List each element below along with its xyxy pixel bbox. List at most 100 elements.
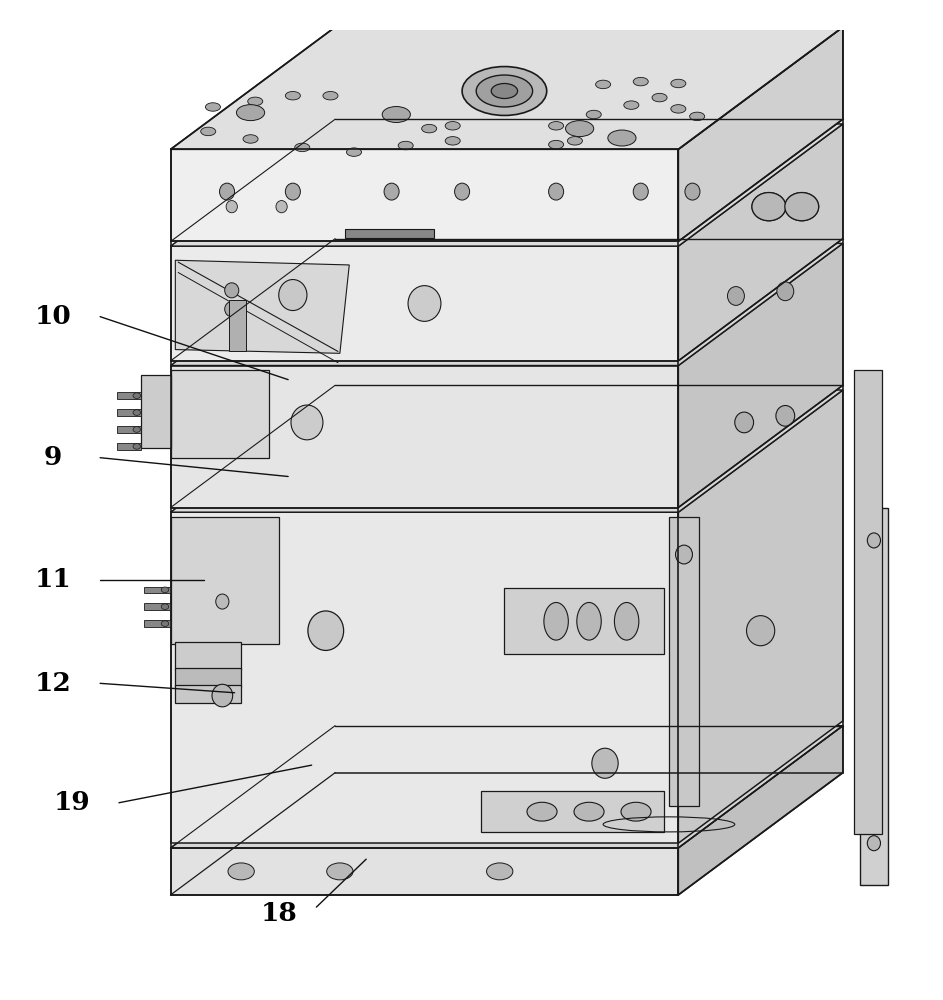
Ellipse shape: [574, 802, 604, 821]
Ellipse shape: [621, 802, 651, 821]
Ellipse shape: [384, 183, 399, 200]
Polygon shape: [175, 685, 241, 703]
Ellipse shape: [868, 836, 881, 851]
Text: 9: 9: [44, 445, 62, 470]
Ellipse shape: [422, 124, 437, 133]
Ellipse shape: [408, 286, 441, 321]
Polygon shape: [505, 588, 664, 654]
Polygon shape: [481, 791, 664, 832]
Ellipse shape: [276, 201, 288, 213]
Ellipse shape: [224, 302, 239, 317]
Ellipse shape: [161, 587, 169, 593]
Ellipse shape: [566, 121, 594, 137]
Ellipse shape: [216, 594, 229, 609]
Ellipse shape: [587, 110, 602, 119]
Ellipse shape: [462, 67, 547, 115]
Ellipse shape: [220, 183, 235, 200]
Ellipse shape: [747, 616, 775, 646]
Ellipse shape: [206, 103, 221, 111]
Ellipse shape: [592, 748, 619, 778]
Ellipse shape: [624, 101, 638, 109]
Ellipse shape: [398, 141, 413, 150]
Polygon shape: [141, 375, 171, 448]
Ellipse shape: [133, 410, 141, 415]
Ellipse shape: [776, 406, 795, 426]
Polygon shape: [171, 848, 678, 895]
Polygon shape: [175, 642, 241, 670]
Ellipse shape: [224, 283, 239, 298]
Ellipse shape: [291, 405, 323, 440]
Polygon shape: [678, 243, 843, 508]
Ellipse shape: [133, 444, 141, 449]
Polygon shape: [144, 620, 171, 627]
Polygon shape: [171, 726, 843, 848]
Ellipse shape: [226, 201, 238, 213]
Ellipse shape: [323, 91, 338, 100]
Ellipse shape: [577, 602, 602, 640]
Ellipse shape: [212, 684, 233, 707]
Ellipse shape: [161, 604, 169, 610]
Ellipse shape: [689, 112, 704, 121]
Ellipse shape: [615, 602, 638, 640]
Ellipse shape: [161, 621, 169, 626]
Ellipse shape: [735, 412, 753, 433]
Ellipse shape: [237, 105, 265, 121]
Ellipse shape: [228, 863, 255, 880]
Text: 18: 18: [260, 901, 297, 926]
Ellipse shape: [752, 193, 786, 221]
Polygon shape: [171, 517, 279, 644]
Polygon shape: [344, 229, 434, 238]
Polygon shape: [144, 603, 171, 610]
Polygon shape: [171, 512, 678, 843]
Polygon shape: [678, 390, 843, 843]
Ellipse shape: [633, 183, 648, 200]
Ellipse shape: [785, 193, 819, 221]
Ellipse shape: [286, 91, 301, 100]
Ellipse shape: [346, 148, 361, 156]
Polygon shape: [117, 409, 141, 416]
Polygon shape: [171, 124, 843, 246]
Ellipse shape: [785, 193, 819, 221]
Ellipse shape: [243, 135, 258, 143]
Ellipse shape: [476, 75, 533, 107]
Polygon shape: [117, 392, 141, 399]
Polygon shape: [669, 517, 699, 806]
Ellipse shape: [133, 393, 141, 398]
Ellipse shape: [608, 130, 636, 146]
Text: 11: 11: [35, 567, 72, 592]
Text: 12: 12: [35, 671, 72, 696]
Ellipse shape: [596, 80, 611, 89]
Ellipse shape: [527, 802, 557, 821]
Polygon shape: [171, 390, 843, 512]
Text: 19: 19: [54, 790, 91, 815]
Ellipse shape: [777, 282, 794, 301]
Polygon shape: [175, 260, 349, 353]
Ellipse shape: [382, 107, 410, 123]
Ellipse shape: [133, 427, 141, 432]
Ellipse shape: [445, 137, 460, 145]
Ellipse shape: [549, 183, 564, 200]
Ellipse shape: [445, 122, 460, 130]
Polygon shape: [171, 149, 678, 241]
Polygon shape: [860, 508, 888, 885]
Polygon shape: [171, 370, 270, 458]
Polygon shape: [171, 27, 843, 149]
Ellipse shape: [455, 183, 470, 200]
Text: 10: 10: [35, 304, 72, 329]
Polygon shape: [171, 366, 678, 508]
Ellipse shape: [727, 287, 744, 305]
Ellipse shape: [675, 545, 692, 564]
Ellipse shape: [295, 143, 310, 152]
Polygon shape: [144, 587, 171, 593]
Ellipse shape: [633, 77, 648, 86]
Ellipse shape: [868, 533, 881, 548]
Polygon shape: [678, 726, 843, 895]
Ellipse shape: [308, 611, 343, 650]
Ellipse shape: [248, 97, 263, 106]
Polygon shape: [175, 668, 241, 687]
Polygon shape: [854, 370, 883, 834]
Ellipse shape: [326, 863, 353, 880]
Ellipse shape: [201, 127, 216, 136]
Polygon shape: [117, 443, 141, 450]
Ellipse shape: [670, 105, 686, 113]
